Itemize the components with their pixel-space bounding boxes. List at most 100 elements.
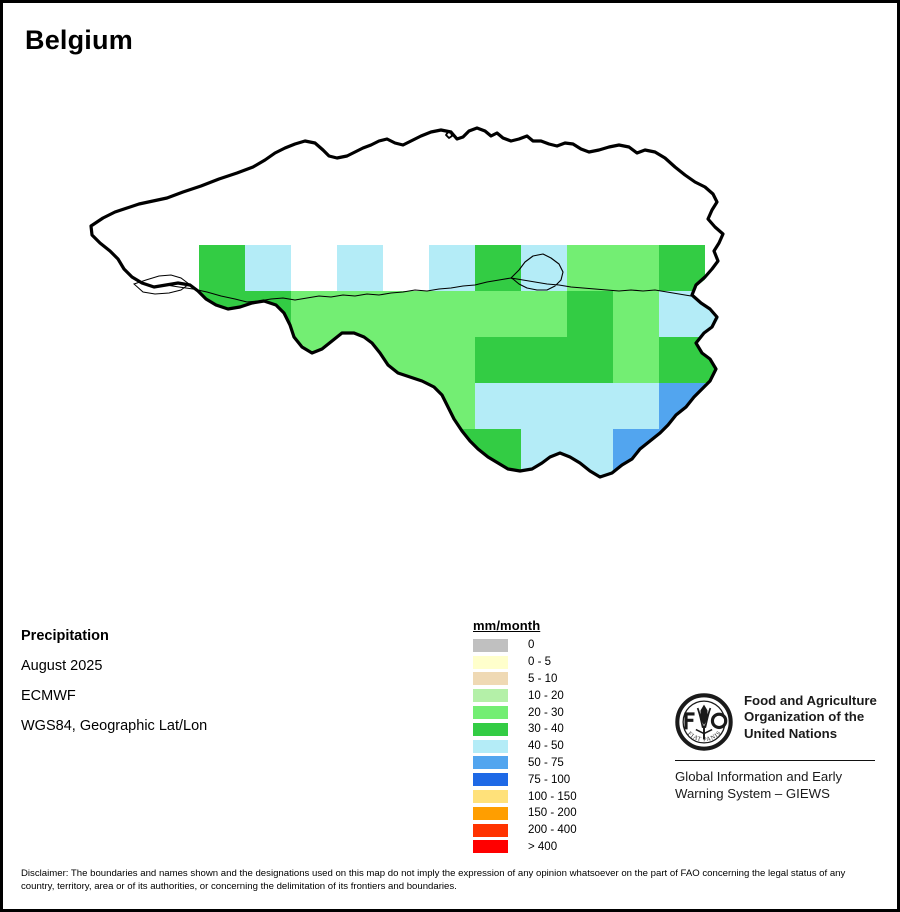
raster-cell — [429, 291, 475, 337]
raster-cell — [521, 337, 567, 383]
legend-swatch — [473, 840, 508, 854]
legend-row: 20 - 30 — [473, 704, 577, 721]
disclaimer-text: Disclaimer: The boundaries and names sho… — [21, 868, 846, 892]
raster-cell — [613, 337, 659, 383]
raster-cell — [705, 429, 725, 475]
legend-swatch — [473, 706, 508, 720]
legend-row: 0 — [473, 637, 577, 654]
giews-system-name: Global Information and Early Warning Sys… — [675, 769, 843, 801]
raster-cell — [429, 337, 475, 383]
raster-cell — [383, 291, 429, 337]
legend-row: 50 - 75 — [473, 755, 577, 772]
map-canvas — [3, 98, 897, 568]
legend-label: 200 - 400 — [528, 824, 577, 837]
enclave-outline — [445, 131, 453, 139]
map-info-block: Precipitation August 2025 ECMWF WGS84, G… — [21, 621, 207, 741]
raster-cell — [383, 383, 429, 429]
legend-row: 30 - 40 — [473, 721, 577, 738]
legend-row: 0 - 5 — [473, 654, 577, 671]
raster-cell — [613, 291, 659, 337]
legend-label: 10 - 20 — [528, 689, 564, 702]
regional-boundary — [165, 253, 692, 303]
legend-label: 5 - 10 — [528, 672, 558, 685]
raster-cell — [659, 429, 705, 475]
legend-swatch — [473, 689, 508, 703]
info-source: ECMWF — [21, 688, 76, 704]
raster-cell — [291, 291, 337, 337]
raster-cell — [567, 337, 613, 383]
legend-swatch — [473, 655, 508, 669]
fao-divider — [675, 760, 875, 761]
info-variable: Precipitation — [21, 628, 109, 644]
raster-cell — [567, 429, 613, 475]
raster-cell — [613, 521, 659, 567]
legend-row: 40 - 50 — [473, 738, 577, 755]
legend-row: 100 - 150 — [473, 788, 577, 805]
raster-cell — [291, 383, 337, 429]
raster-cell — [659, 383, 705, 429]
raster-cell — [337, 245, 383, 291]
raster-cell — [337, 291, 383, 337]
raster-cell — [245, 337, 291, 383]
raster-cell — [567, 291, 613, 337]
raster-cell — [337, 475, 383, 478]
raster-cell — [705, 291, 725, 337]
legend-swatch — [473, 672, 508, 686]
legend-label: 50 - 75 — [528, 756, 564, 769]
raster-cell — [199, 245, 245, 291]
legend-label: 20 - 30 — [528, 706, 564, 719]
raster-cell — [751, 383, 797, 429]
legend-title: mm/month — [473, 618, 541, 633]
fao-header: FIAT PANIS Food and Agriculture Organiza… — [675, 693, 880, 751]
coastal-inlet-outline — [133, 274, 190, 295]
raster-cell — [475, 383, 521, 429]
raster-cell — [705, 383, 725, 429]
raster-cell — [475, 291, 521, 337]
raster-cell — [199, 337, 245, 383]
legend-swatch — [473, 823, 508, 837]
legend-row: 75 - 100 — [473, 771, 577, 788]
legend-swatch — [473, 739, 508, 753]
raster-cell — [429, 245, 475, 291]
info-period: August 2025 — [21, 658, 103, 674]
legend-rows: 0 0 - 5 5 - 10 10 - 20 20 - 30 30 - 40 40 - 50… — [473, 637, 577, 855]
legend-label: 100 - 150 — [528, 790, 577, 803]
legend-label: 0 — [528, 639, 535, 652]
raster-cell — [383, 475, 429, 478]
fao-organization-name: Food and Agriculture Organization of the… — [744, 693, 877, 741]
belgium-precipitation-map — [89, 126, 797, 567]
fao-logo-icon: FIAT PANIS — [675, 693, 733, 751]
legend-label: 30 - 40 — [528, 723, 564, 736]
raster-cell — [751, 337, 797, 383]
raster-cell — [567, 383, 613, 429]
legend-swatch — [473, 806, 508, 820]
raster-cell — [475, 475, 521, 478]
legend-label: 75 - 100 — [528, 773, 571, 786]
raster-cell — [659, 291, 705, 337]
raster-cell — [567, 475, 613, 478]
precipitation-raster-grid — [153, 245, 797, 567]
info-projection: WGS84, Geographic Lat/Lon — [21, 718, 208, 734]
raster-cell — [659, 475, 705, 478]
raster-cell — [383, 429, 429, 475]
national-boundary — [89, 126, 725, 479]
raster-cell — [475, 245, 521, 291]
legend-swatch — [473, 638, 508, 652]
fao-branding: FIAT PANIS Food and Agriculture Organiza… — [675, 693, 880, 802]
raster-cell — [521, 245, 567, 291]
raster-cell — [429, 429, 475, 475]
legend-swatch — [473, 773, 508, 787]
raster-cell — [337, 383, 383, 429]
legend-row: 200 - 400 — [473, 822, 577, 839]
legend-swatch — [473, 722, 508, 736]
legend-row: 150 - 200 — [473, 805, 577, 822]
legend-swatch — [473, 790, 508, 804]
map-legend: mm/month 0 0 - 5 5 - 10 10 - 20 20 - 30 30 - … — [473, 618, 577, 855]
legend-label: 150 - 200 — [528, 807, 577, 820]
raster-cell — [659, 521, 705, 567]
raster-cell — [613, 245, 659, 291]
raster-cell — [245, 383, 291, 429]
legend-label: 0 - 5 — [528, 656, 552, 669]
raster-cell — [567, 245, 613, 291]
